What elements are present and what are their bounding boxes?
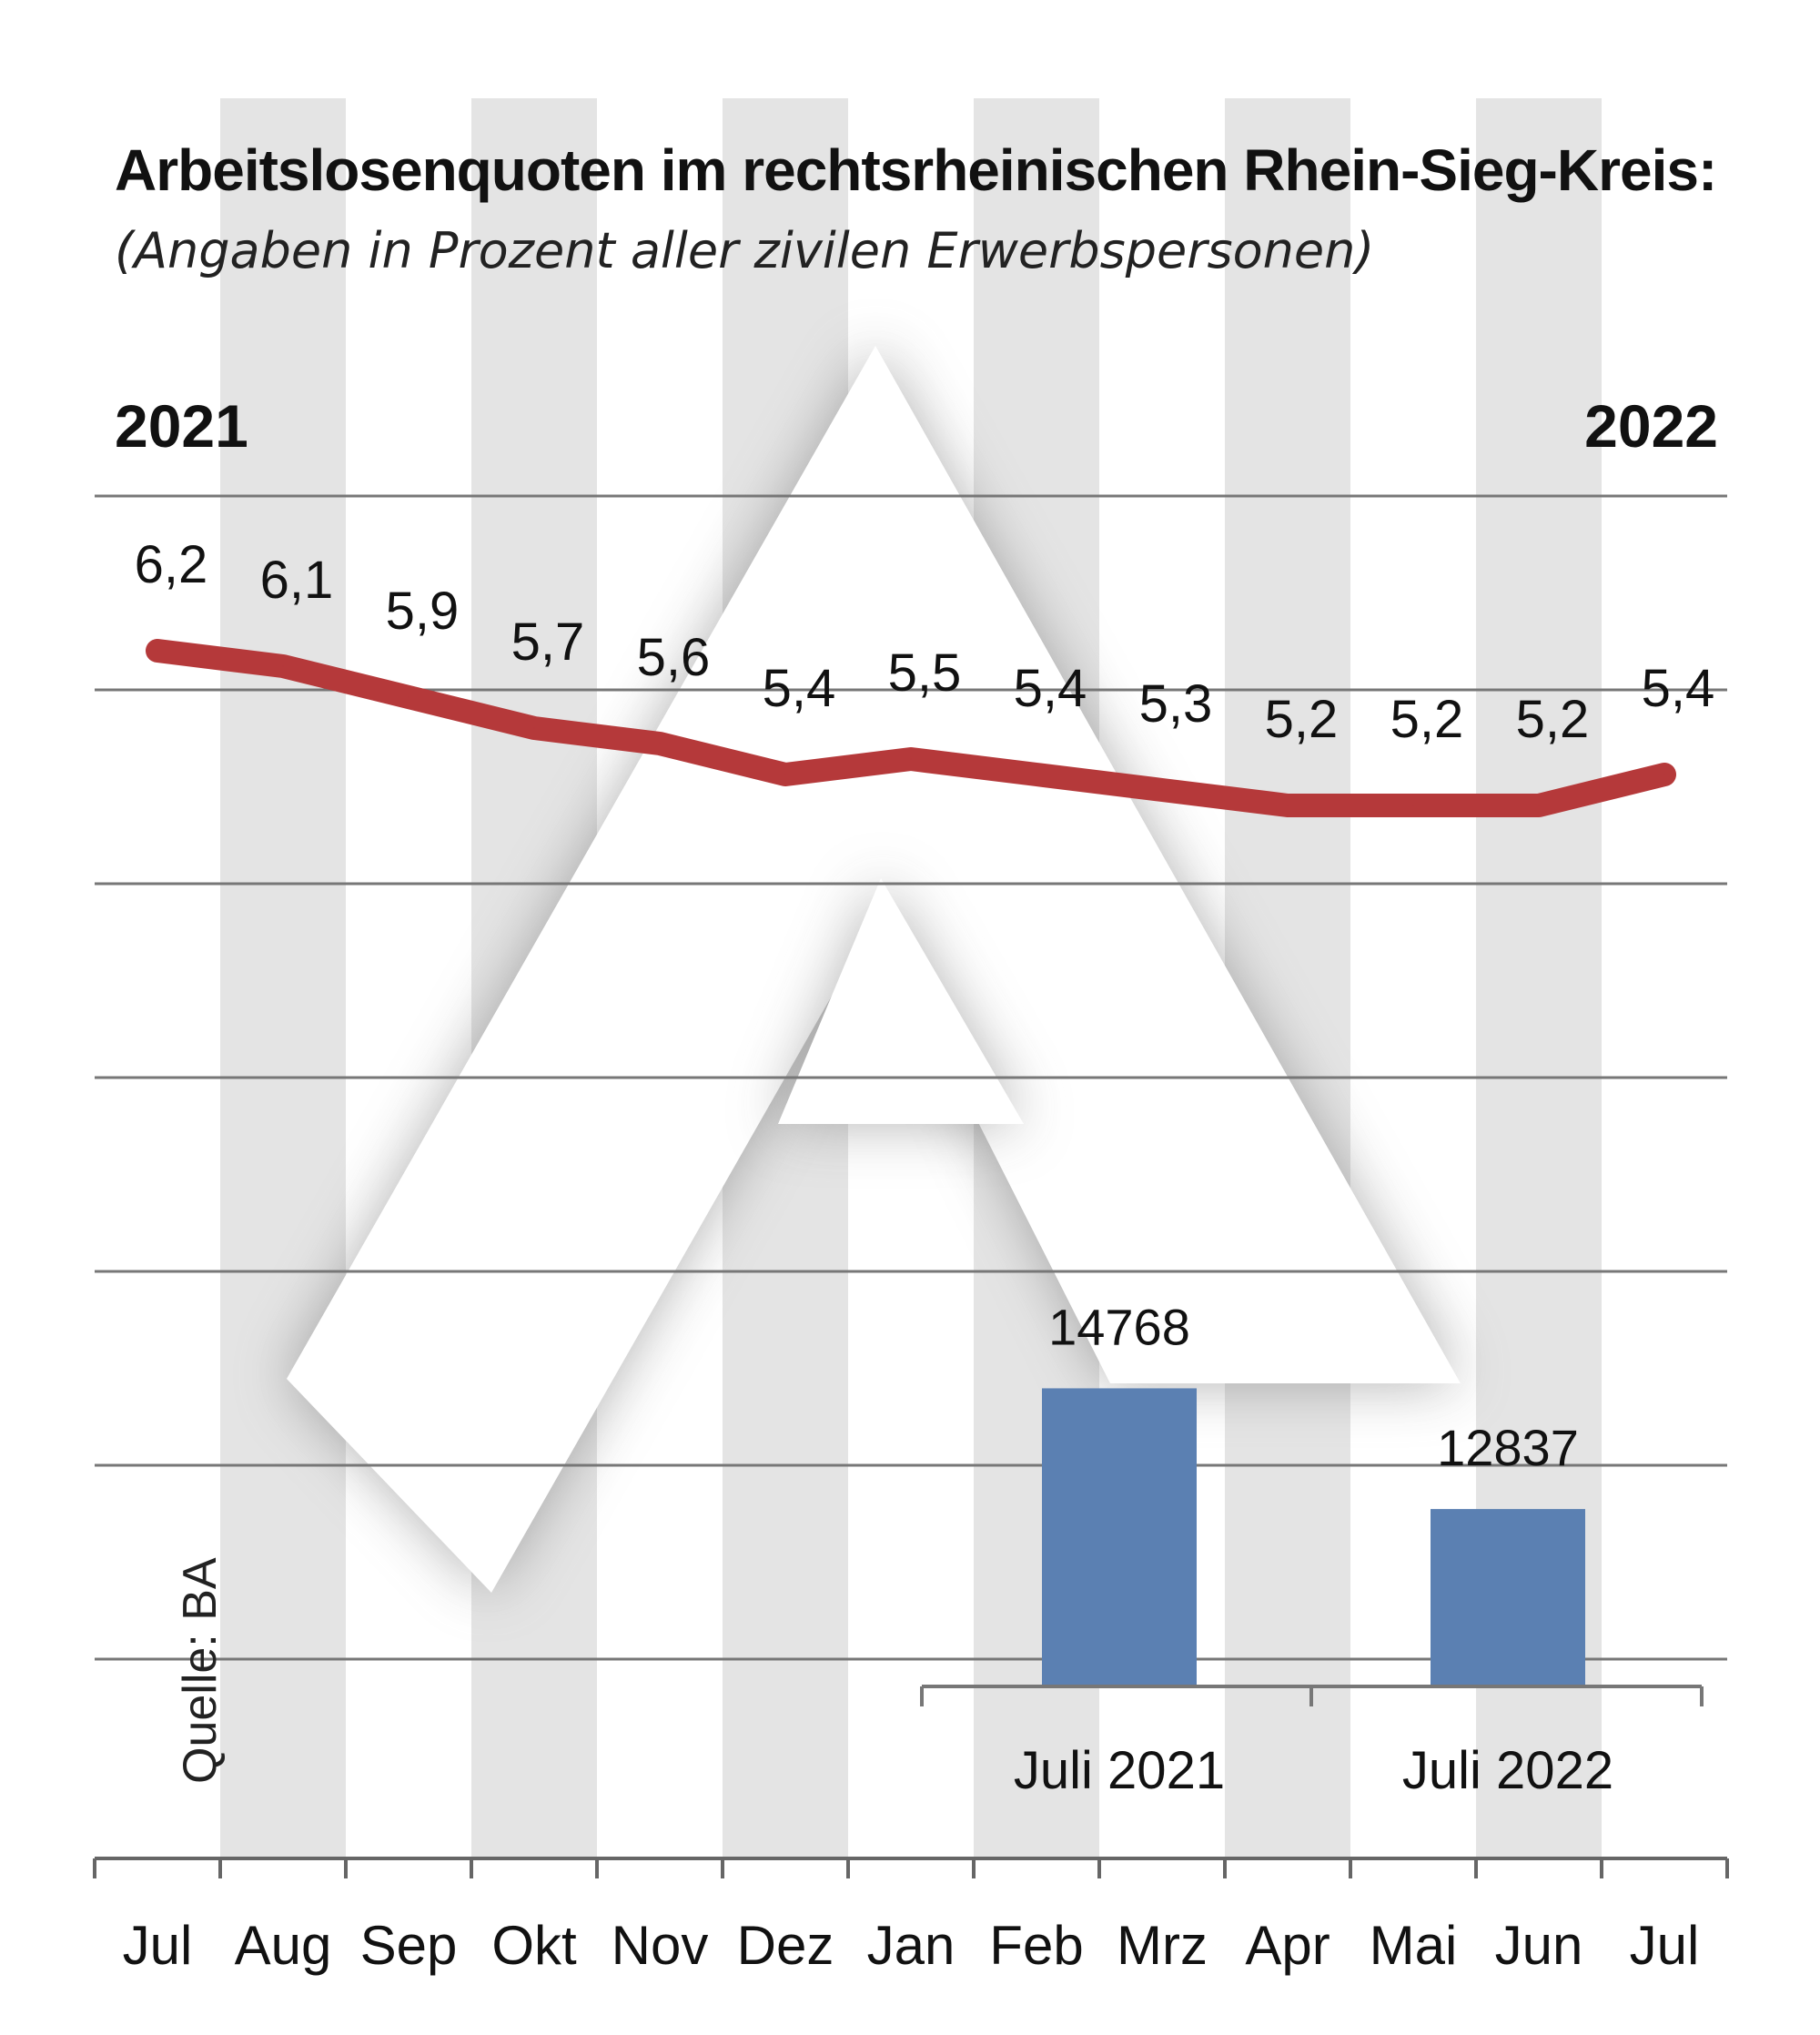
inset-bar-value: 12837	[1437, 1419, 1579, 1476]
data-point	[1412, 805, 1414, 806]
chart-subtitle: (Angaben in Prozent aller zivilen Erwerb…	[115, 222, 1375, 279]
month-column-stripes	[220, 98, 1602, 1859]
unemployment-rate-series: 6,2 6,1 5,9 5,7 5,6 5,4 5,5 5,4 5,3 5,2 5,2 5,2 5,4	[135, 535, 1715, 817]
title-block: Arbeitslosenquoten im rechtsrheinischen …	[115, 137, 1807, 279]
data-point	[1287, 805, 1289, 806]
data-label: 5,2	[1516, 690, 1590, 749]
x-tick-label: Feb	[989, 1915, 1083, 1976]
data-label: 6,2	[135, 535, 208, 594]
data-label: 5,3	[1139, 674, 1213, 734]
data-label: 5,6	[637, 628, 711, 687]
data-point	[659, 743, 661, 744]
data-label: 5,4	[1642, 659, 1715, 718]
x-tick-label: Jun	[1495, 1915, 1583, 1976]
data-label: 5,5	[888, 643, 962, 703]
month-stripe	[220, 98, 346, 1859]
year-end-label: 2022	[1584, 392, 1718, 460]
data-point	[1036, 774, 1037, 775]
inset-bar	[1431, 1509, 1585, 1686]
x-tick-label: Apr	[1245, 1915, 1330, 1976]
data-point	[533, 727, 535, 729]
agentur-logo-watermark	[287, 346, 1461, 1593]
data-point	[408, 696, 410, 698]
inset-category-label: Juli 2021	[1014, 1741, 1225, 1800]
data-label: 5,4	[1014, 659, 1087, 718]
data-label: 5,7	[511, 613, 585, 672]
data-point	[282, 665, 284, 667]
inset-bar	[1042, 1388, 1197, 1686]
x-tick-label: Sep	[360, 1915, 458, 1976]
x-tick-label: Jul	[1630, 1915, 1700, 1976]
x-tick-label: Nov	[612, 1915, 709, 1976]
unemployed-count-inset-chart: 14768 Juli 2021 12837 Juli 2022	[920, 1298, 1704, 1800]
x-tick-label: Mrz	[1117, 1915, 1208, 1976]
x-tick-label: Jan	[867, 1915, 956, 1976]
x-tick-label: Aug	[235, 1915, 332, 1976]
inset-category-label: Juli 2022	[1402, 1741, 1613, 1800]
year-start-label: 2021	[115, 392, 248, 460]
x-tick-label: Mai	[1370, 1915, 1458, 1976]
data-label: 6,1	[260, 551, 334, 610]
data-point	[1663, 774, 1665, 775]
data-label: 5,4	[763, 659, 836, 718]
x-tick-label: Jul	[123, 1915, 193, 1976]
source-label: Quelle: BA	[174, 1557, 227, 1784]
data-point	[1161, 789, 1163, 791]
chart-title: Arbeitslosenquoten im rechtsrheinischen …	[115, 137, 1717, 203]
horizontal-gridlines	[95, 494, 1727, 1661]
month-stripe	[1225, 98, 1350, 1859]
data-label: 5,9	[386, 582, 460, 641]
data-point	[910, 758, 912, 760]
data-point	[1538, 805, 1540, 806]
data-label: 5,2	[1390, 690, 1464, 749]
data-label: 5,2	[1265, 690, 1339, 749]
x-tick-label: Okt	[491, 1915, 577, 1976]
inset-bar-value: 14768	[1048, 1298, 1190, 1355]
x-tick-label: Dez	[737, 1915, 834, 1976]
x-axis: Jul Aug Sep Okt Nov Dez Jan Feb Mrz Apr Mai Jun Jul	[93, 1857, 1729, 1976]
data-point	[157, 650, 158, 652]
data-point	[784, 774, 786, 775]
